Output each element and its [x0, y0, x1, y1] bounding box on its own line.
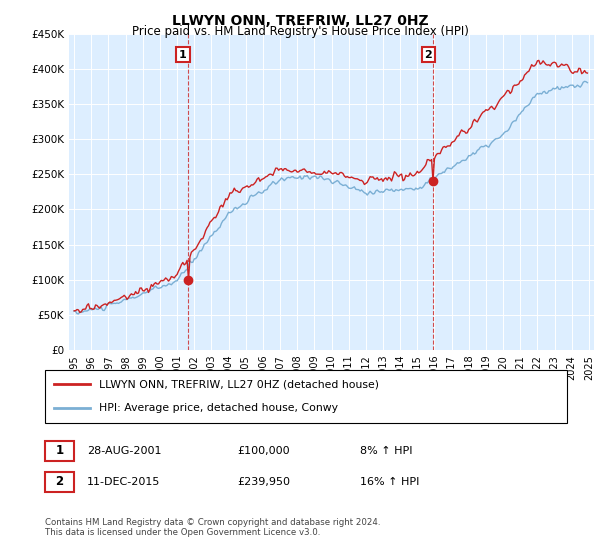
- Text: 8% ↑ HPI: 8% ↑ HPI: [360, 446, 413, 456]
- Text: 2: 2: [55, 475, 64, 488]
- Text: Price paid vs. HM Land Registry's House Price Index (HPI): Price paid vs. HM Land Registry's House …: [131, 25, 469, 38]
- Text: £100,000: £100,000: [237, 446, 290, 456]
- Text: LLWYN ONN, TREFRIW, LL27 0HZ (detached house): LLWYN ONN, TREFRIW, LL27 0HZ (detached h…: [99, 380, 379, 390]
- Text: £239,950: £239,950: [237, 477, 290, 487]
- Text: 1: 1: [179, 50, 187, 60]
- Text: Contains HM Land Registry data © Crown copyright and database right 2024.
This d: Contains HM Land Registry data © Crown c…: [45, 518, 380, 538]
- Text: HPI: Average price, detached house, Conwy: HPI: Average price, detached house, Conw…: [99, 403, 338, 413]
- Text: 2: 2: [424, 50, 432, 60]
- Text: 16% ↑ HPI: 16% ↑ HPI: [360, 477, 419, 487]
- Text: LLWYN ONN, TREFRIW, LL27 0HZ: LLWYN ONN, TREFRIW, LL27 0HZ: [172, 14, 428, 28]
- Text: 1: 1: [55, 444, 64, 458]
- Text: 28-AUG-2001: 28-AUG-2001: [87, 446, 161, 456]
- Text: 11-DEC-2015: 11-DEC-2015: [87, 477, 160, 487]
